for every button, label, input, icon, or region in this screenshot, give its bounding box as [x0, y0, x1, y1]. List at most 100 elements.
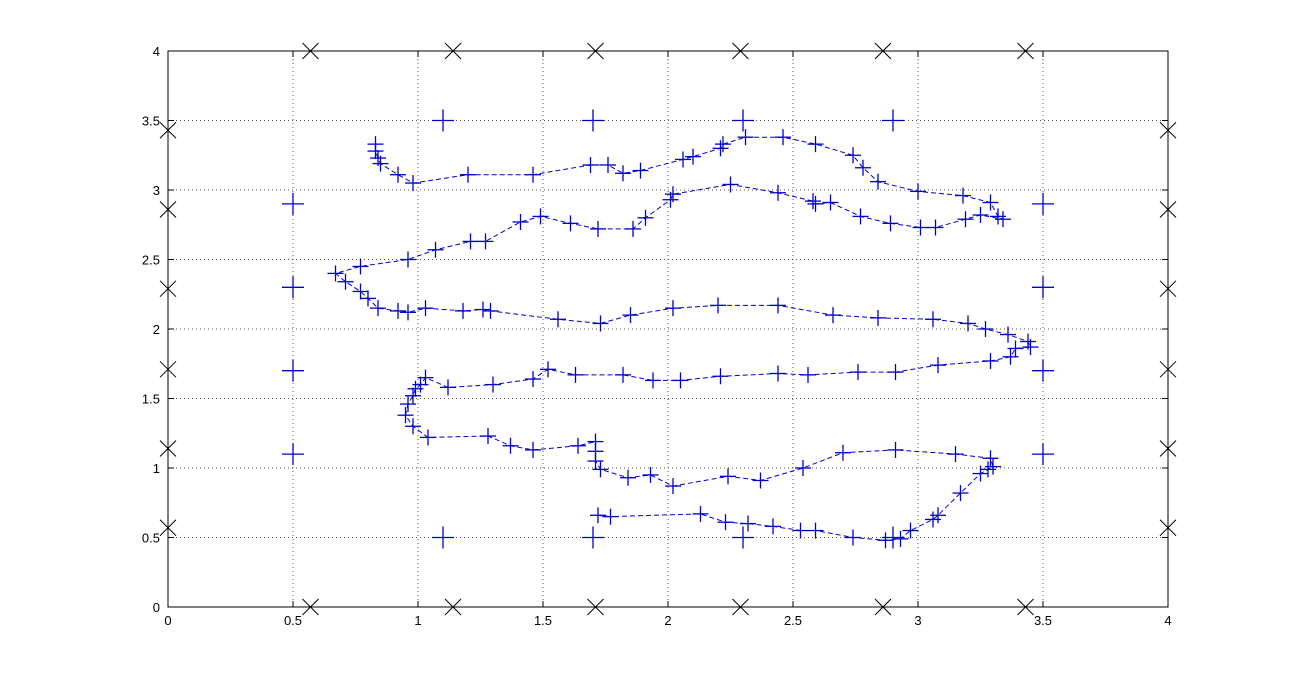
plus-marker [642, 466, 659, 483]
x-marker [874, 598, 892, 616]
plus-marker [502, 437, 519, 454]
y-tick-label: 2.5 [142, 253, 160, 268]
x-marker [1159, 519, 1177, 537]
y-tick-label: 3.5 [142, 114, 160, 129]
series-0 [159, 42, 1177, 616]
plus-marker [955, 187, 971, 204]
plus-marker [540, 361, 556, 378]
plus-marker [327, 265, 344, 282]
x-marker [159, 201, 177, 218]
x-tick-label: 4 [1164, 613, 1171, 628]
y-tick-label: 4 [153, 44, 160, 59]
x-marker [874, 42, 892, 60]
x-marker [444, 42, 462, 60]
plus-marker [592, 461, 609, 478]
plus-marker [855, 159, 871, 176]
plus-marker [870, 173, 886, 190]
plus-marker [795, 460, 811, 476]
plus-marker [440, 379, 456, 396]
plus-marker [1020, 333, 1036, 350]
plus-marker [737, 129, 754, 146]
plus-marker [982, 450, 999, 467]
plus-marker [1032, 443, 1054, 466]
plus-marker [775, 129, 791, 146]
plus-marker [600, 156, 616, 173]
plus-marker [615, 366, 631, 383]
x-marker [159, 360, 177, 378]
plus-marker [570, 437, 586, 454]
plus-marker [587, 433, 604, 450]
plus-marker [930, 507, 946, 524]
x-marker [159, 519, 177, 537]
x-marker [1017, 42, 1034, 60]
x-tick-label: 0.5 [284, 613, 302, 628]
plus-marker [582, 109, 604, 132]
plus-marker [282, 192, 304, 215]
x-marker [302, 598, 319, 616]
plus-marker [712, 140, 729, 157]
x-marker [1159, 201, 1177, 218]
plus-marker [770, 184, 786, 201]
plus-marker [397, 407, 414, 424]
plus-marker [352, 258, 369, 275]
x-marker [159, 280, 177, 298]
plus-marker [877, 532, 894, 549]
plus-marker [390, 166, 406, 183]
x-tick-label: 1 [414, 613, 421, 628]
plus-marker [692, 505, 709, 522]
plus-marker [770, 297, 786, 314]
plus-marker [710, 297, 726, 314]
plus-marker [925, 311, 941, 328]
plus-marker [352, 283, 369, 300]
x-marker [444, 598, 462, 616]
plus-marker [400, 396, 416, 413]
plus-marker [590, 220, 606, 237]
plus-marker [807, 522, 824, 539]
plus-marker [282, 276, 304, 299]
plus-marker [985, 458, 1001, 475]
plus-marker [432, 526, 454, 549]
plus-marker [882, 109, 904, 132]
plus-marker [685, 148, 701, 165]
plus-marker [615, 165, 631, 182]
x-marker [587, 598, 604, 616]
plus-marker [337, 273, 354, 290]
plus-marker [282, 443, 304, 466]
plus-marker [675, 151, 691, 168]
plus-marker [525, 371, 541, 388]
plus-marker [870, 309, 886, 326]
plus-marker [960, 315, 976, 332]
plus-marker [822, 194, 839, 211]
x-tick-label: 0 [164, 613, 171, 628]
plus-marker [972, 207, 989, 224]
plus-marker [990, 208, 1006, 225]
plus-marker [722, 176, 739, 193]
plus-marker [800, 366, 816, 383]
plus-marker [455, 302, 471, 319]
x-tick-label: 2.5 [784, 613, 802, 628]
plus-marker [972, 465, 989, 482]
plus-marker [475, 301, 491, 318]
axis-ticks [167, 50, 1169, 608]
plus-marker [1032, 276, 1054, 299]
plus-marker [482, 302, 499, 319]
plus-marker [752, 472, 769, 489]
x-marker [732, 42, 749, 60]
plus-marker [420, 429, 436, 446]
plus-marker [370, 300, 386, 317]
plus-marker [620, 469, 636, 486]
y-tick-label: 0 [153, 600, 160, 615]
y-tick-label: 2 [153, 322, 160, 337]
plus-marker [432, 109, 454, 132]
plus-marker [902, 522, 919, 539]
plus-marker [982, 194, 999, 211]
plus-marker [665, 300, 681, 317]
x-marker [159, 440, 177, 457]
plus-marker [977, 321, 994, 337]
x-marker [1159, 121, 1177, 139]
plus-marker [887, 364, 904, 381]
plus-marker [532, 208, 549, 225]
plus-marker [512, 213, 529, 230]
plus-marker [732, 109, 754, 132]
plus-marker [477, 233, 494, 250]
